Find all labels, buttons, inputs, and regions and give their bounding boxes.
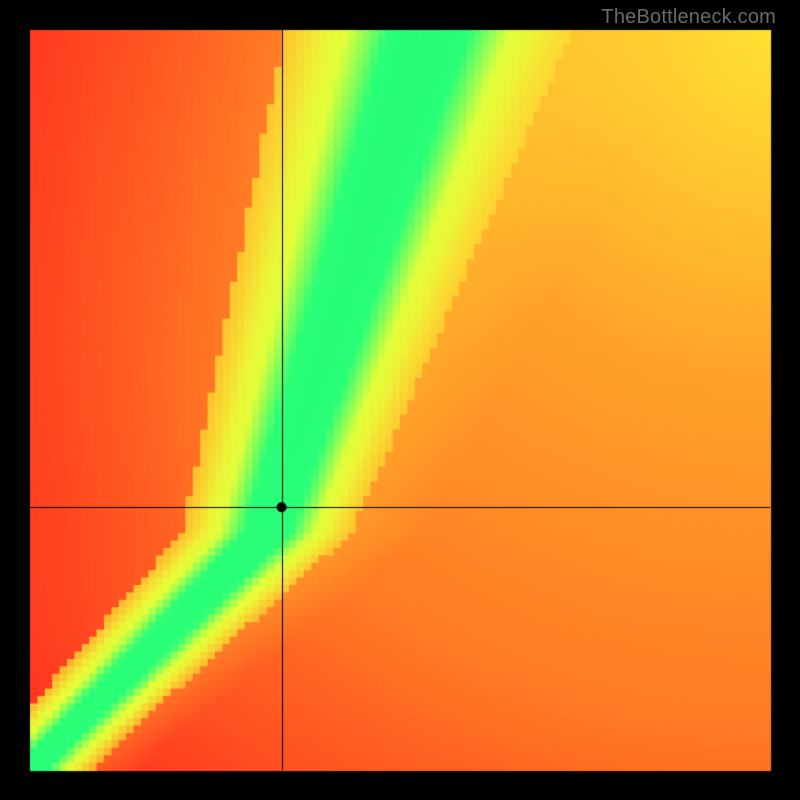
bottleneck-heatmap: [0, 0, 800, 800]
watermark-text: TheBottleneck.com: [601, 6, 776, 29]
